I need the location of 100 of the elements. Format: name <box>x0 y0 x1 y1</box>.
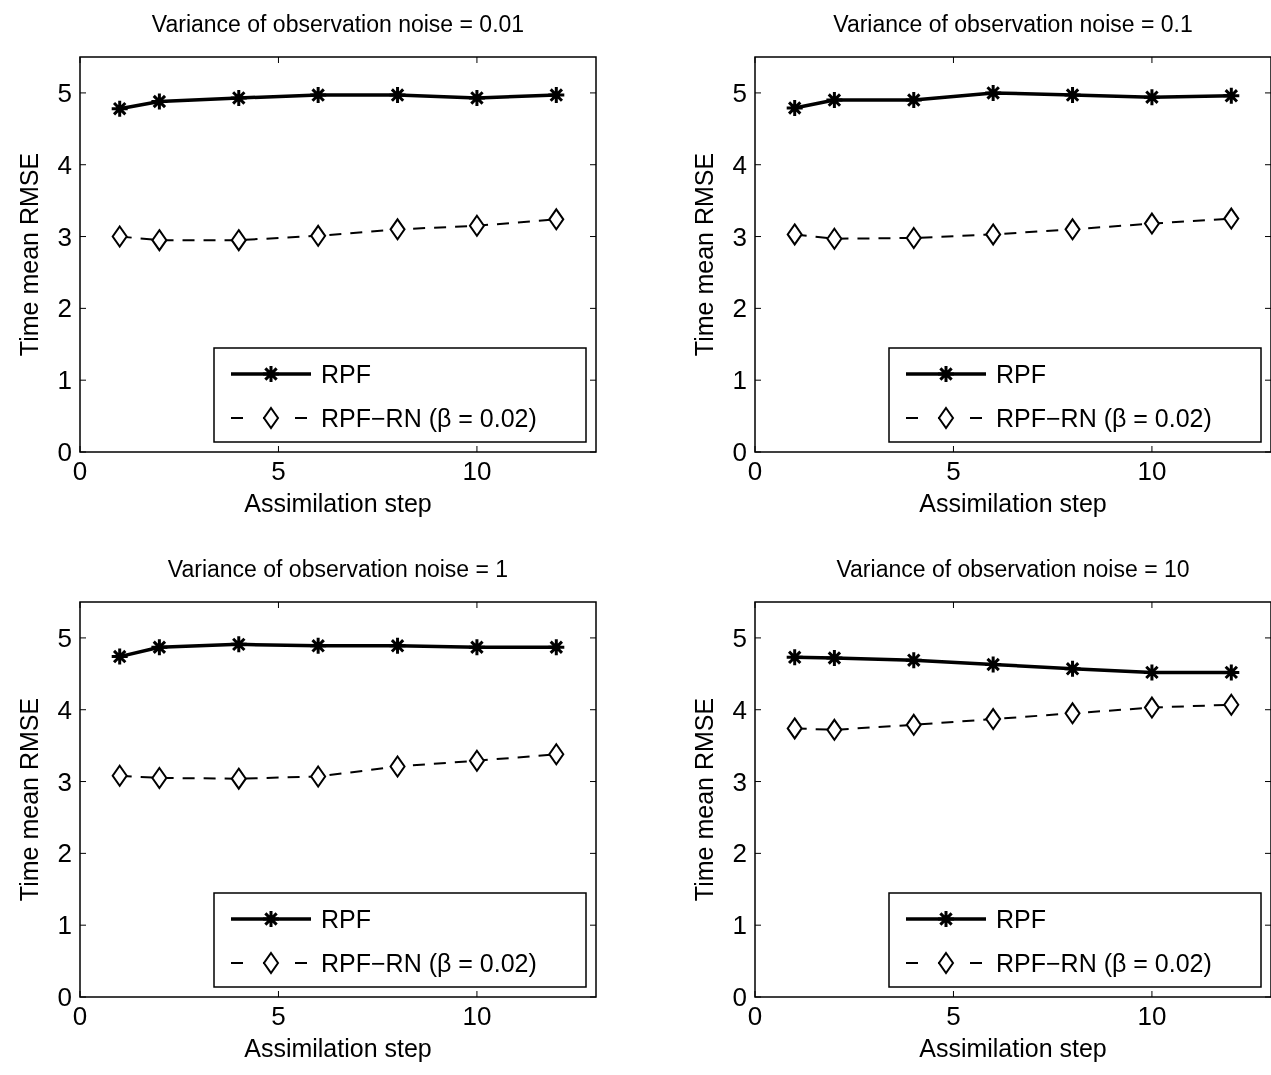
y-tick-label: 3 <box>732 221 747 252</box>
y-tick-label: 0 <box>732 982 747 1012</box>
point <box>548 743 565 766</box>
y-tick-label: 4 <box>57 694 72 725</box>
point <box>983 654 1003 674</box>
y-tick-label: 0 <box>732 437 747 467</box>
y-tick-label: 5 <box>57 77 72 108</box>
point <box>229 634 249 654</box>
point <box>904 650 924 670</box>
point <box>824 90 844 110</box>
point <box>826 718 843 741</box>
legend-label: RPF <box>321 360 371 388</box>
chart-title: Variance of observation noise = 0.1 <box>833 11 1193 37</box>
chart-title: Variance of observation noise = 10 <box>836 556 1190 582</box>
point <box>388 85 408 105</box>
point <box>111 764 128 787</box>
point <box>310 765 327 788</box>
point <box>467 88 487 108</box>
y-tick-label: 1 <box>57 365 72 396</box>
point <box>1064 218 1081 241</box>
point <box>111 225 128 248</box>
point <box>389 755 406 778</box>
y-tick-label: 2 <box>57 293 72 324</box>
point <box>468 214 485 237</box>
y-tick-label: 1 <box>57 910 72 941</box>
point <box>786 717 803 740</box>
y-axis-title: Time mean RMSE <box>15 152 43 357</box>
y-tick-label: 5 <box>57 622 72 653</box>
point <box>1063 659 1083 679</box>
point <box>308 85 328 105</box>
x-tick-label: 10 <box>1137 456 1167 486</box>
point <box>229 88 249 108</box>
legend-label: RPF <box>321 905 371 933</box>
point <box>1221 662 1241 682</box>
point <box>149 92 169 112</box>
y-tick-label: 1 <box>732 365 747 396</box>
point <box>826 227 843 250</box>
point <box>388 636 408 656</box>
point <box>149 637 169 657</box>
y-tick-label: 3 <box>57 766 72 797</box>
legend-label: RPF−RN (β = 0.02) <box>996 949 1212 977</box>
point <box>151 229 168 252</box>
point <box>1142 87 1162 107</box>
point <box>983 83 1003 103</box>
x-axis-title: Assimilation step <box>919 489 1107 517</box>
point <box>905 226 922 249</box>
point <box>467 637 487 657</box>
point <box>151 766 168 789</box>
point <box>548 208 565 231</box>
x-axis-title: Assimilation step <box>244 489 432 517</box>
y-tick-label: 5 <box>732 622 747 653</box>
y-tick-label: 4 <box>57 149 72 180</box>
y-tick-label: 2 <box>732 838 747 869</box>
point <box>1223 693 1240 716</box>
legend-label: RPF−RN (β = 0.02) <box>321 404 537 432</box>
point <box>546 637 566 657</box>
y-tick-label: 0 <box>57 437 72 467</box>
legend-label: RPF <box>996 360 1046 388</box>
y-tick-label: 1 <box>732 910 747 941</box>
point <box>985 223 1002 246</box>
point <box>824 648 844 668</box>
point <box>1223 207 1240 230</box>
y-tick-label: 3 <box>57 221 72 252</box>
y-tick-label: 2 <box>732 293 747 324</box>
point <box>308 636 328 656</box>
point <box>230 229 247 252</box>
point <box>1221 86 1241 106</box>
point <box>546 85 566 105</box>
x-tick-label: 5 <box>271 1001 286 1031</box>
y-axis-title: Time mean RMSE <box>690 697 718 902</box>
legend-label: RPF <box>996 905 1046 933</box>
chart-title: Variance of observation noise = 0.01 <box>151 11 525 37</box>
y-tick-label: 4 <box>732 694 747 725</box>
x-axis-title: Assimilation step <box>244 1034 432 1062</box>
x-tick-label: 5 <box>946 456 961 486</box>
point <box>468 749 485 772</box>
y-tick-label: 0 <box>57 982 72 1012</box>
point <box>110 647 130 667</box>
y-tick-label: 4 <box>732 149 747 180</box>
y-tick-label: 5 <box>732 77 747 108</box>
point <box>110 99 130 119</box>
point <box>230 767 247 790</box>
point <box>785 98 805 118</box>
legend-label: RPF−RN (β = 0.02) <box>321 949 537 977</box>
point <box>786 223 803 246</box>
x-tick-label: 10 <box>462 1001 492 1031</box>
chart-title: Variance of observation noise = 1 <box>167 556 509 582</box>
x-tick-label: 5 <box>946 1001 961 1031</box>
point <box>1143 696 1160 719</box>
x-axis-title: Assimilation step <box>919 1034 1107 1062</box>
point <box>985 708 1002 731</box>
x-tick-label: 5 <box>271 456 286 486</box>
x-tick-label: 10 <box>462 456 492 486</box>
point <box>1063 85 1083 105</box>
point <box>389 218 406 241</box>
point <box>785 647 805 667</box>
point <box>310 224 327 247</box>
point <box>1142 662 1162 682</box>
point <box>1064 702 1081 725</box>
point <box>905 713 922 736</box>
